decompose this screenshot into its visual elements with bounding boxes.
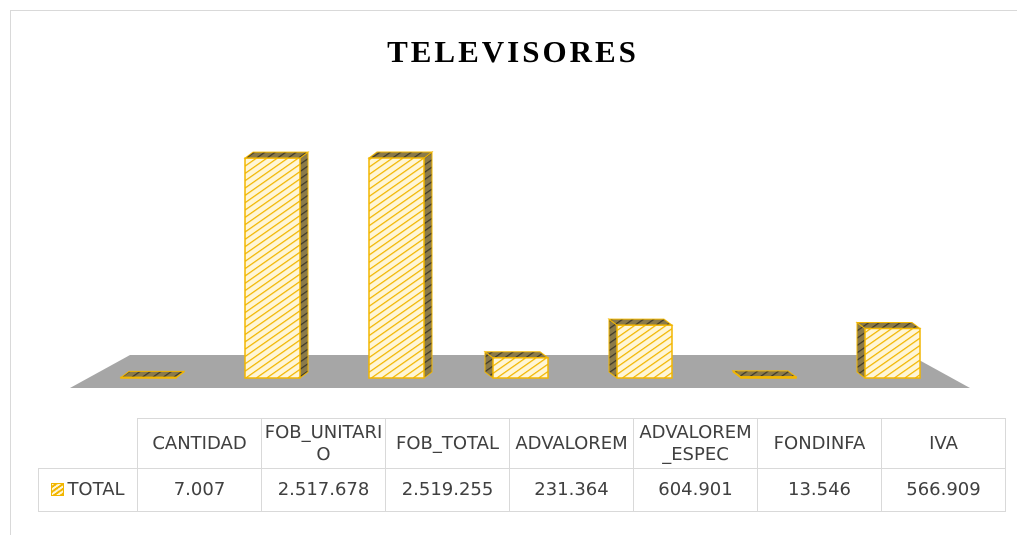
bar-top (243, 151, 310, 159)
value-label: 2.519.255 (385, 468, 510, 512)
bar-top (367, 151, 434, 159)
value-label: 604.901 (633, 468, 758, 512)
category-label: IVA (881, 418, 1006, 469)
bar-top (855, 321, 922, 329)
category-label: CANTIDAD (137, 418, 262, 469)
legend-key (51, 483, 65, 496)
category-label: ADVALOREM (509, 418, 634, 469)
chart-title: TELEVISORES (387, 34, 639, 69)
bar (616, 324, 673, 379)
category-label: FOB_UNITARIO (261, 418, 386, 469)
header-row: CANTIDAD FOB_UNITARIO FOB_TOTAL ADVALOREM AD… (38, 418, 1006, 469)
bar (244, 157, 301, 379)
corner-cell (38, 418, 138, 469)
bar-top (483, 351, 550, 359)
data-row: TOTAL 7.007 2.517.678 2.519.255 231.364 604.9… (38, 468, 1006, 512)
category-label: FOB_TOTAL (385, 418, 510, 469)
bar-top (607, 318, 674, 326)
bar-side (423, 151, 433, 379)
data-table: CANTIDAD FOB_UNITARIO FOB_TOTAL ADVALOREM AD… (38, 418, 1006, 512)
bars (119, 151, 922, 379)
value-label: 7.007 (137, 468, 262, 512)
row-header: TOTAL (38, 468, 138, 512)
bar-side (299, 151, 309, 379)
bar (368, 157, 425, 379)
value-label: 13.546 (757, 468, 882, 512)
bar-top (119, 370, 186, 378)
value-label: 2.517.678 (261, 468, 386, 512)
bar-top (731, 370, 798, 378)
category-label: FONDINFA (757, 418, 882, 469)
bar (492, 357, 549, 379)
chart-border (10, 10, 1017, 535)
bar-side (608, 318, 618, 379)
legend-label: TOTAL (67, 479, 125, 500)
value-label: 566.909 (881, 468, 1006, 512)
bar (120, 376, 177, 379)
value-label: 231.364 (509, 468, 634, 512)
bar (740, 376, 797, 379)
category-label: ADVALOREM_ESPEC (633, 418, 758, 469)
bar (864, 327, 921, 379)
bar-side (856, 321, 866, 379)
